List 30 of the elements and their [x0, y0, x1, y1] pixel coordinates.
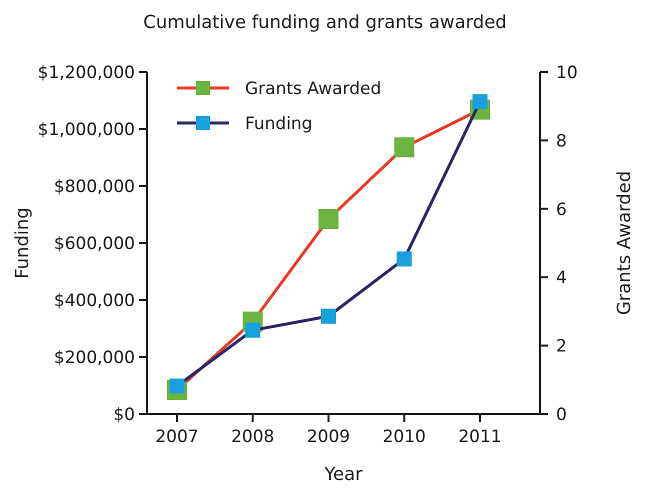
chart-title: Cumulative funding and grants awarded	[143, 12, 507, 33]
legend-label: Funding	[245, 114, 312, 134]
point	[396, 251, 412, 266]
point	[394, 137, 414, 158]
y-tick-label: $800,000	[54, 176, 135, 197]
x-tick-label: 2007	[155, 427, 199, 447]
x-tick-label: 2008	[231, 427, 274, 447]
point	[321, 308, 336, 324]
point	[245, 322, 260, 338]
y2-tick-label: 4	[556, 268, 567, 288]
y-tick-label: $1,000,000	[38, 120, 135, 140]
y2-tick-label: 10	[556, 62, 578, 83]
y-tick-label: $200,000	[54, 348, 135, 368]
point	[472, 94, 488, 110]
x-tick-label: 2009	[306, 427, 350, 447]
x-tick-label: 2010	[382, 427, 426, 447]
y2-tick-label: 0	[556, 404, 567, 425]
y2-tick-label: 8	[556, 131, 567, 152]
y-tick-label: $0	[113, 404, 135, 425]
y-axis-title: Funding	[12, 207, 33, 279]
y-tick-label: $1,200,000	[38, 62, 135, 83]
y2-tick-label: 6	[556, 200, 567, 220]
y-tick-label: $400,000	[54, 290, 135, 311]
y-tick-label: $600,000	[54, 234, 135, 254]
x-tick-label: 2011	[458, 427, 502, 447]
y2-axis-title: Grants Awarded	[614, 170, 635, 316]
x-axis-title: Year	[323, 464, 364, 485]
y2-tick-label: 2	[556, 336, 567, 357]
legend-label: Grants Awarded	[245, 78, 382, 99]
point	[318, 209, 338, 230]
